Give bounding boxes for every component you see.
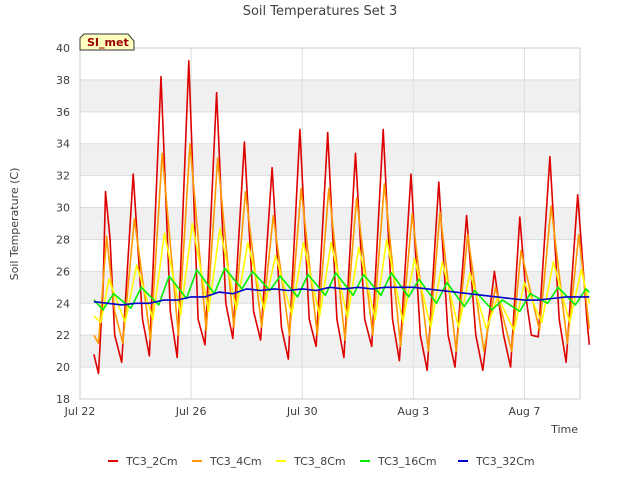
site-badge-label: SI_met — [87, 36, 129, 49]
plot-band — [80, 335, 580, 368]
series-line-tc3_16cm — [93, 267, 590, 313]
y-tick-label: 24 — [56, 297, 70, 310]
x-axis-ticks: Jul 22 Jul 26 Jul 30 Aug 3 Aug 7 — [64, 405, 541, 418]
y-tick-label: 18 — [56, 393, 70, 406]
legend-label: TC3_4Cm — [209, 455, 262, 468]
series-lines — [93, 59, 591, 375]
y-tick-label: 32 — [56, 170, 70, 183]
x-tick-label: Aug 3 — [397, 405, 429, 418]
x-tick-label: Jul 22 — [64, 405, 96, 418]
legend: TC3_2Cm TC3_4Cm TC3_8Cm TC3_16Cm TC3_32Cm — [108, 455, 535, 468]
x-axis-label: Time — [550, 423, 578, 436]
legend-label: TC3_2Cm — [125, 455, 178, 468]
y-tick-label: 22 — [56, 329, 70, 342]
legend-item: TC3_2Cm — [108, 455, 178, 468]
y-tick-label: 38 — [56, 74, 70, 87]
site-badge-box — [79, 33, 135, 51]
plot-band — [80, 207, 580, 240]
legend-item: TC3_4Cm — [192, 455, 262, 468]
series-line-tc3_4cm — [93, 142, 591, 352]
y-axis-ticks: 18 20 22 24 26 28 30 32 34 36 38 40 — [56, 42, 70, 406]
plot-band — [80, 79, 580, 112]
y-tick-label: 20 — [56, 361, 70, 374]
y-tick-label: 40 — [56, 42, 70, 55]
x-tick-label: Aug 7 — [508, 405, 540, 418]
legend-label: TC3_16Cm — [377, 455, 437, 468]
legend-item: TC3_16Cm — [360, 455, 437, 468]
x-tick-label: Jul 30 — [286, 405, 318, 418]
chart-title: Soil Temperatures Set 3 — [243, 4, 398, 19]
series-line-tc3_8cm — [93, 222, 591, 332]
y-tick-label: 26 — [56, 265, 70, 278]
y-tick-label: 36 — [56, 106, 70, 119]
legend-item: TC3_8Cm — [276, 455, 346, 468]
legend-item: TC3_32Cm — [458, 455, 535, 468]
y-tick-label: 30 — [56, 202, 70, 215]
y-tick-label: 34 — [56, 138, 70, 151]
legend-label: TC3_32Cm — [475, 455, 535, 468]
x-tick-label: Jul 26 — [175, 405, 207, 418]
y-tick-label: 28 — [56, 233, 70, 246]
y-axis-label: Soil Temperature (C) — [8, 168, 21, 281]
series-line-tc3_32cm — [93, 286, 590, 306]
site-badge: SI_met — [79, 33, 135, 51]
legend-label: TC3_8Cm — [293, 455, 346, 468]
